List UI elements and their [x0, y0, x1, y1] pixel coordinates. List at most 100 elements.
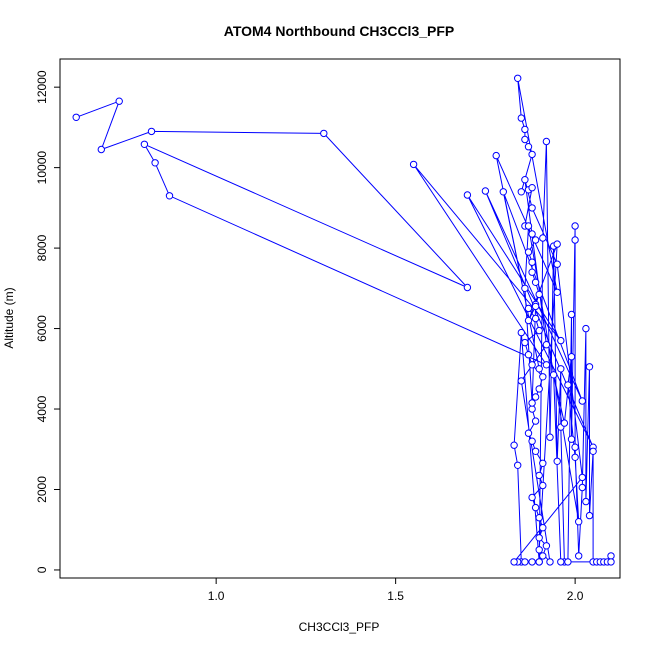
data-point: [521, 338, 529, 347]
data-point: [528, 204, 536, 212]
data-point: [521, 125, 529, 134]
data-point: [151, 159, 159, 167]
data-point: [165, 192, 174, 200]
data-point: [528, 399, 536, 407]
data-point: [521, 284, 529, 292]
data-point: [517, 377, 525, 385]
data-point: [553, 260, 561, 268]
data-point: [539, 524, 547, 532]
y-tick-label: 4000: [35, 395, 49, 422]
data-point: [531, 278, 540, 286]
y-tick-label: 2000: [35, 476, 49, 503]
x-tick-label: 2.0: [567, 589, 584, 603]
data-point: [535, 471, 543, 480]
data-point: [539, 481, 547, 490]
data-point: [524, 304, 533, 313]
x-axis: 1.0 1.5 2.0: [208, 578, 584, 603]
data-point: [528, 258, 536, 266]
data-point: [564, 381, 572, 389]
data-point: [499, 188, 507, 196]
y-tick-label: 0: [35, 566, 49, 573]
data-point: [524, 248, 533, 256]
data-point: [531, 417, 540, 425]
data-point: [539, 459, 547, 467]
y-axis: 0 2000 4000 6000 8000 10000 12000: [35, 70, 60, 573]
data-point: [571, 236, 579, 244]
data-point: [528, 150, 536, 159]
data-point: [531, 503, 540, 512]
data-point: [542, 137, 551, 146]
data-point: [320, 129, 328, 138]
data-point: [546, 558, 554, 566]
data-point: [531, 314, 540, 323]
data-point: [528, 558, 536, 566]
data-point: [535, 385, 543, 393]
data-point: [528, 405, 536, 413]
data-point: [528, 268, 536, 276]
data-point: [585, 511, 594, 520]
data-point: [72, 113, 80, 122]
data-point: [521, 558, 529, 566]
data-point: [147, 127, 156, 136]
data-point: [535, 365, 543, 373]
data-point: [524, 429, 533, 437]
data-point: [524, 351, 533, 359]
data-point: [517, 114, 525, 122]
data-point: [557, 558, 565, 566]
data-point: [514, 461, 522, 469]
data-point: [524, 316, 533, 325]
data-point: [589, 447, 597, 455]
data-point: [578, 473, 586, 482]
data-point: [564, 558, 572, 566]
data-point: [607, 552, 615, 560]
data-point: [517, 328, 525, 337]
data-point: [560, 419, 569, 427]
series-layer: [72, 74, 615, 566]
data-point: [535, 290, 543, 299]
data-point: [531, 447, 540, 455]
data-point: [575, 518, 583, 526]
data-point: [514, 74, 522, 83]
data-point: [553, 288, 561, 296]
data-point: [510, 441, 518, 449]
y-tick-label: 10000: [35, 151, 49, 185]
data-point: [535, 326, 543, 335]
data-point: [557, 365, 565, 373]
x-tick-label: 1.5: [387, 589, 404, 603]
data-point: [571, 443, 579, 451]
y-axis-label: Altitude (m): [2, 287, 16, 348]
y-tick-label: 8000: [35, 234, 49, 261]
data-point: [531, 393, 540, 401]
data-point: [571, 453, 579, 461]
data-point: [140, 140, 149, 149]
data-point: [528, 437, 536, 445]
data-point: [553, 457, 561, 465]
data-point: [539, 373, 547, 381]
data-point: [539, 552, 547, 560]
data-point: [542, 361, 551, 369]
data-point: [535, 546, 543, 554]
x-axis-label: CH3CCl3_PFP: [299, 620, 380, 634]
data-point: [542, 542, 551, 550]
data-point: [531, 302, 540, 311]
data-point: [585, 363, 594, 371]
x-tick-label: 1.0: [208, 589, 225, 603]
data-point: [567, 310, 576, 319]
data-point: [528, 230, 536, 238]
data-point: [535, 558, 543, 566]
data-point: [481, 187, 490, 195]
data-point: [531, 236, 540, 244]
data-point: [492, 151, 500, 160]
plot-frame: [59, 58, 621, 579]
data-point: [557, 336, 565, 345]
data-point: [539, 234, 547, 242]
data-point: [115, 97, 123, 105]
data-point: [510, 558, 518, 566]
data-point: [535, 534, 543, 542]
data-point: [524, 143, 533, 151]
data-point: [607, 558, 615, 566]
data-point: [582, 497, 590, 506]
data-point: [409, 160, 418, 169]
data-point: [517, 188, 525, 196]
data-point: [575, 552, 583, 560]
